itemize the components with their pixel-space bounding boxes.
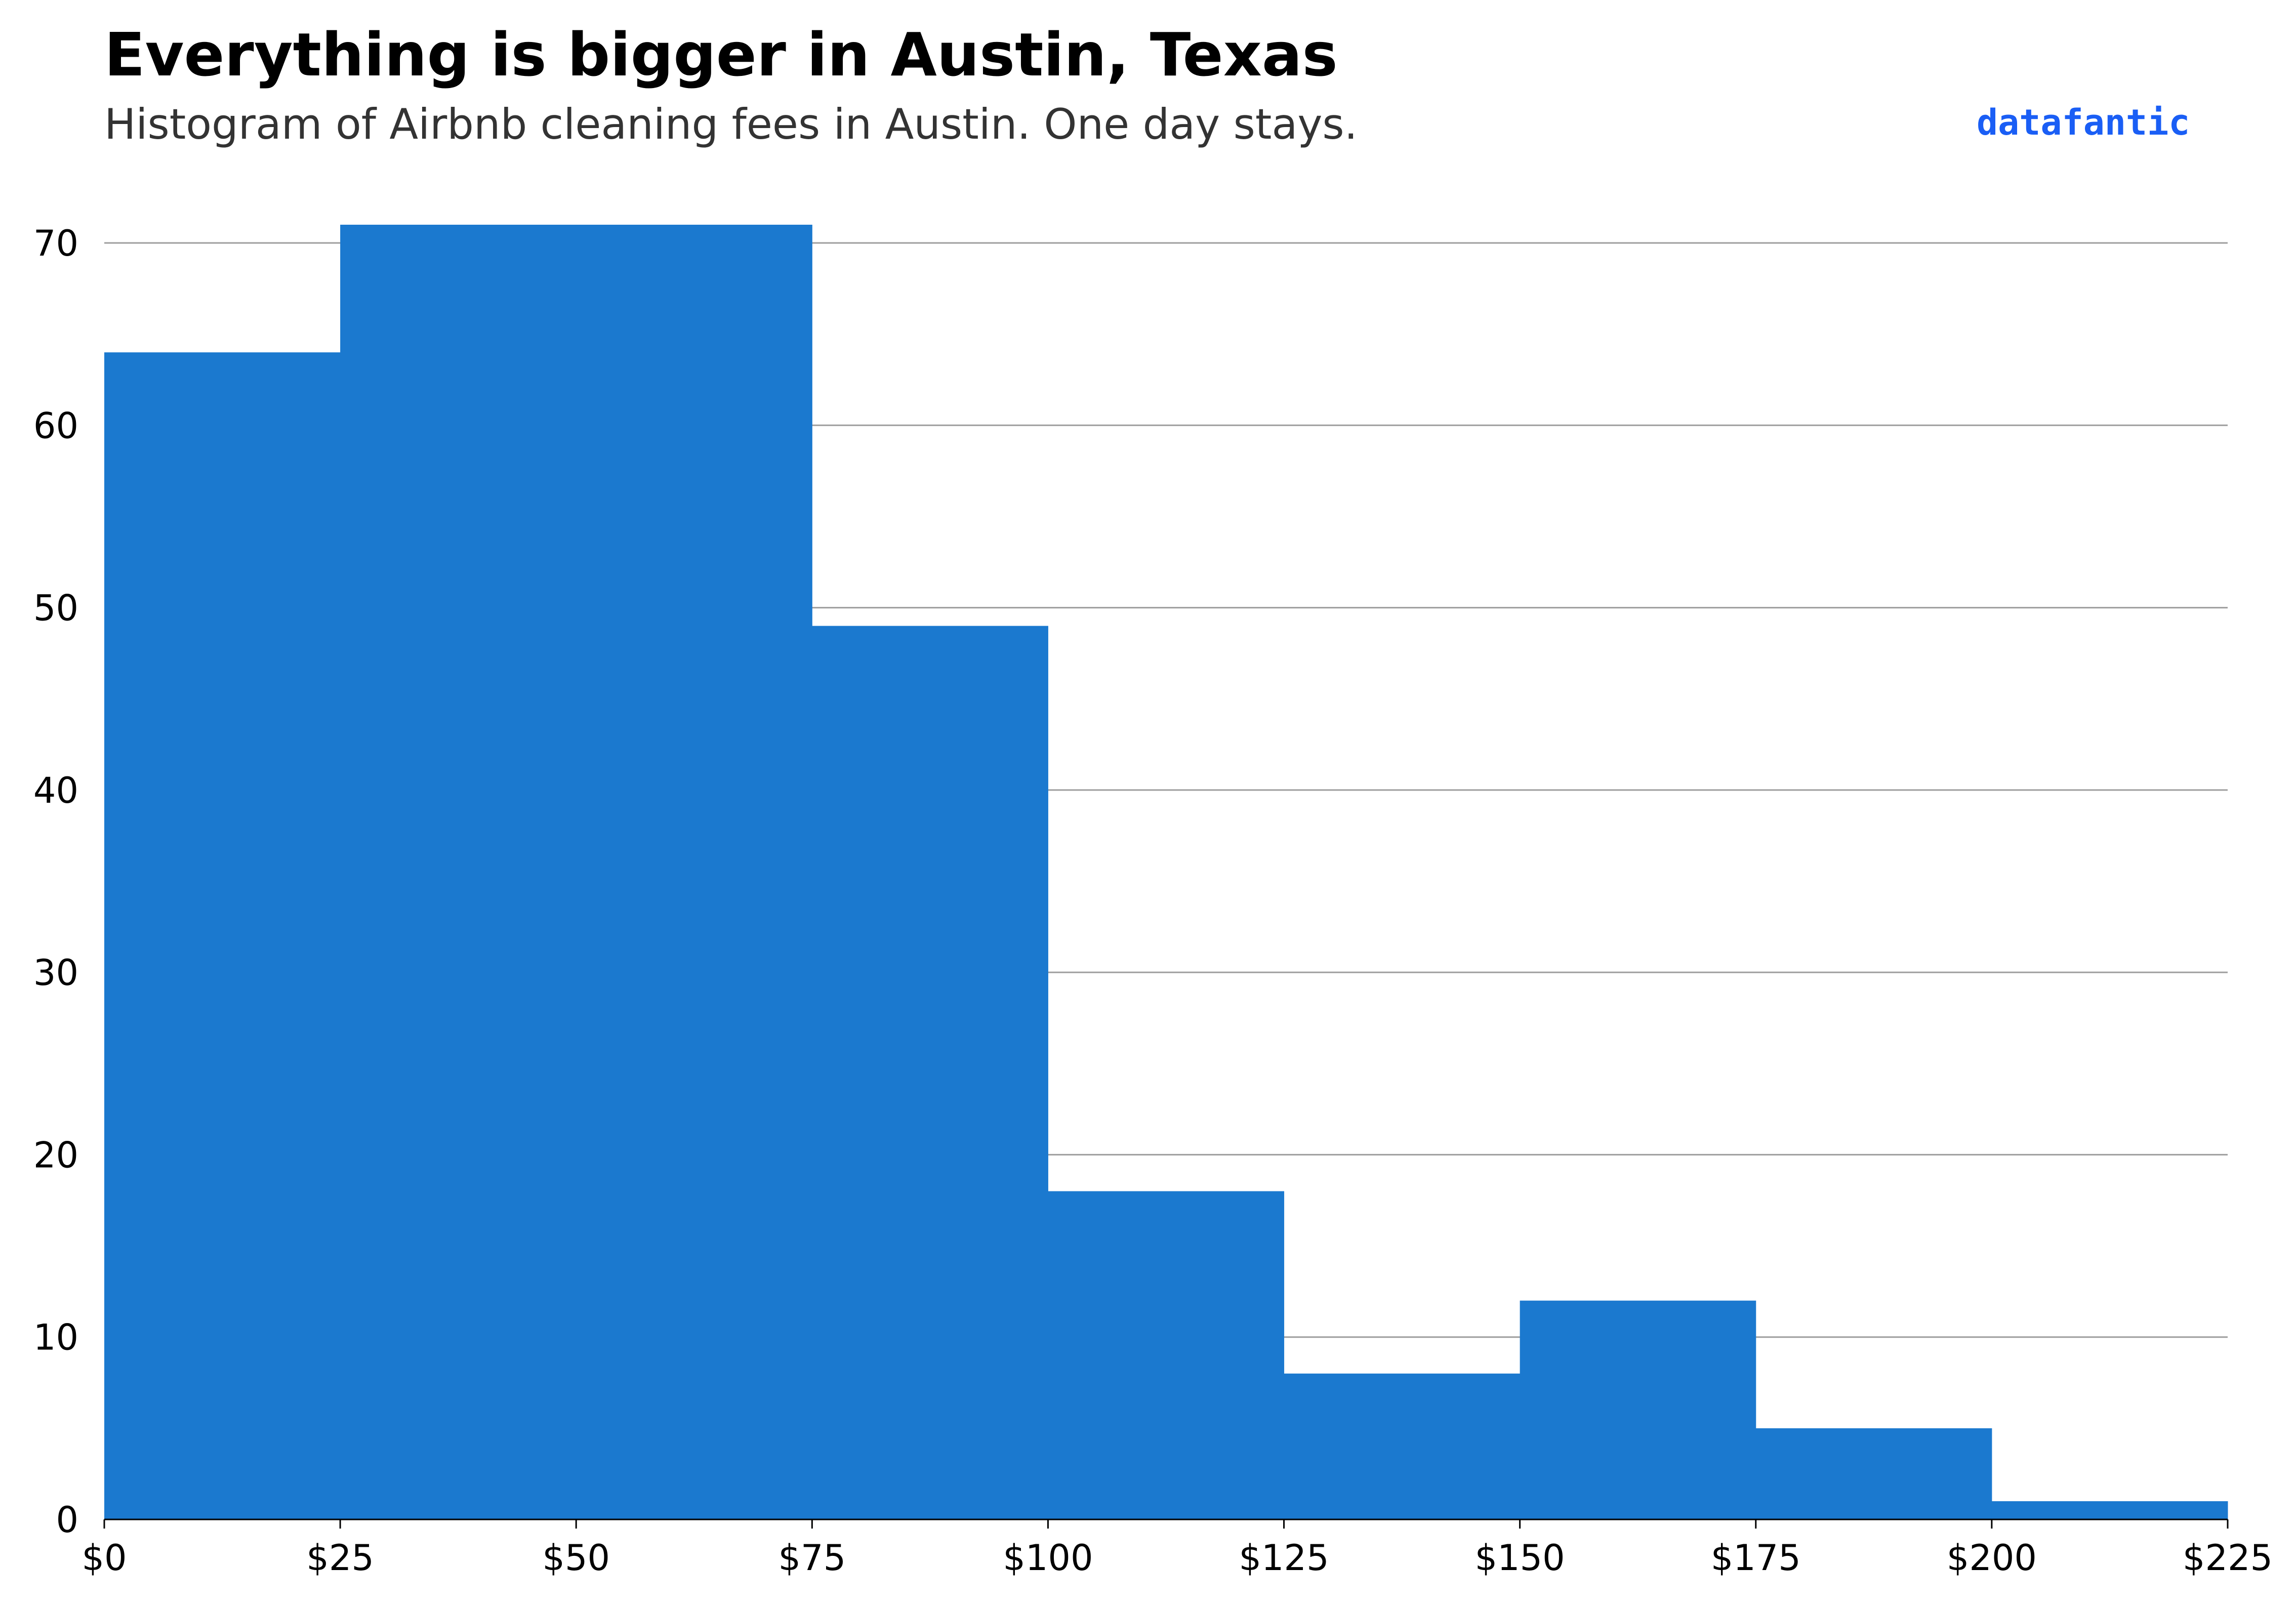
chart-title: Everything is bigger in Austin, Texas xyxy=(104,20,1338,90)
x-tick-label: $75 xyxy=(778,1537,846,1579)
histogram-bar-3 xyxy=(812,626,1048,1519)
histogram-bar-8 xyxy=(1991,1501,2228,1519)
histogram-bar-4 xyxy=(1048,1191,1285,1519)
y-tick-label: 10 xyxy=(33,1317,78,1358)
y-tick-label: 70 xyxy=(33,223,78,264)
histogram-bar-6 xyxy=(1520,1300,1756,1519)
x-tick-label: $0 xyxy=(81,1537,127,1579)
x-tick-label: $25 xyxy=(306,1537,374,1579)
x-tick-label: $125 xyxy=(1239,1537,1329,1579)
y-tick-label: 40 xyxy=(33,770,78,811)
x-tick-label: $100 xyxy=(1003,1537,1093,1579)
x-tick-label: $175 xyxy=(1711,1537,1801,1579)
histogram-bar-1 xyxy=(340,224,577,1519)
x-tick-label: $200 xyxy=(1947,1537,2037,1579)
histogram-bar-0 xyxy=(104,352,341,1520)
x-tick-label: $225 xyxy=(2183,1537,2273,1579)
y-tick-label: 30 xyxy=(33,952,78,994)
axes: $0 $25 $50 $75 $100 $125 $150 $175 $200 $225 0 10 20… xyxy=(33,223,2273,1579)
histogram-bar-5 xyxy=(1284,1373,1521,1519)
brand-logo: datafantic xyxy=(1977,102,2190,143)
x-tick-label: $50 xyxy=(542,1537,610,1579)
y-tick-label: 60 xyxy=(33,405,78,446)
y-tick-label: 0 xyxy=(56,1499,78,1541)
y-tick-label: 20 xyxy=(33,1134,78,1176)
histogram-bars xyxy=(104,224,2228,1520)
y-tick-label: 50 xyxy=(33,588,78,629)
histogram-bar-2 xyxy=(576,224,812,1519)
chart-subtitle: Histogram of Airbnb cleaning fees in Aus… xyxy=(104,100,1358,149)
histogram-bar-7 xyxy=(1755,1428,1992,1519)
x-tick-label: $150 xyxy=(1475,1537,1565,1579)
